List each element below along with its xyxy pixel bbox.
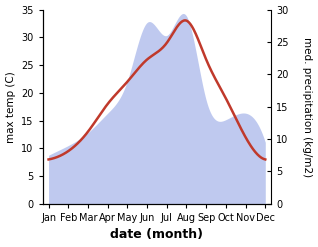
Y-axis label: med. precipitation (kg/m2): med. precipitation (kg/m2) bbox=[302, 37, 313, 177]
X-axis label: date (month): date (month) bbox=[110, 228, 204, 242]
Y-axis label: max temp (C): max temp (C) bbox=[5, 71, 16, 143]
